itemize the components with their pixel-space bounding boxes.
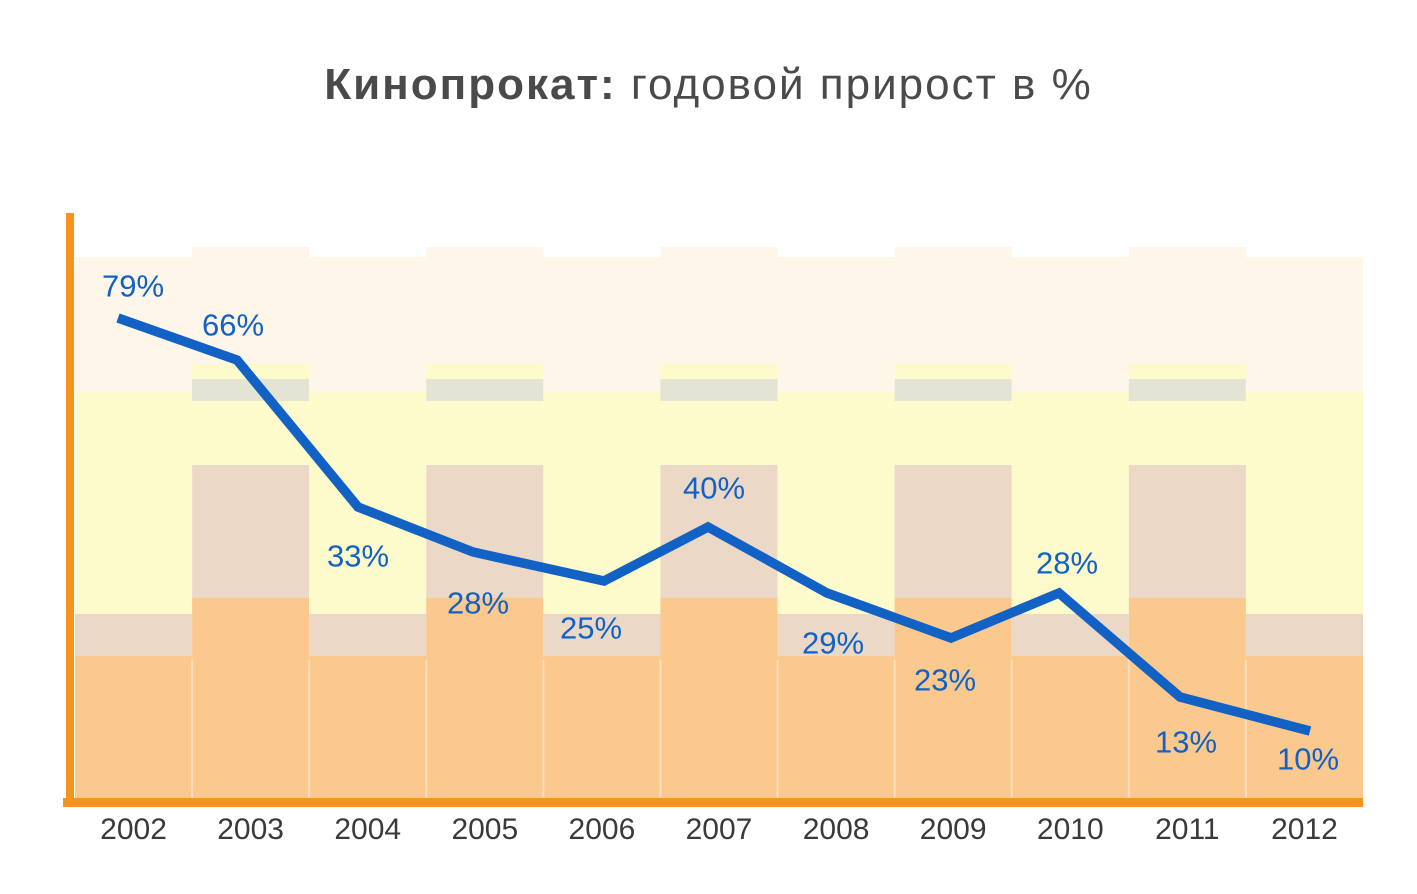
value-label-2007: 40%	[683, 471, 745, 506]
background-band-2009	[894, 364, 1012, 379]
background-band-2002	[75, 614, 193, 656]
background-band-2003	[192, 598, 310, 798]
background-band-2007	[660, 379, 778, 401]
background-band-2009	[894, 598, 1012, 798]
background-band-2006	[543, 257, 661, 392]
x-tick-label-2011: 2011	[1155, 813, 1220, 846]
column-separator	[308, 660, 311, 798]
background-band-2005	[426, 364, 544, 379]
background-band-2002	[75, 392, 193, 614]
column-separator	[425, 660, 428, 798]
background-band-2007	[660, 598, 778, 798]
x-tick-label-2006: 2006	[569, 813, 636, 846]
x-axis-line	[63, 798, 1363, 807]
background-band-2012	[1245, 614, 1363, 656]
background-band-2003	[192, 247, 310, 364]
chart-title-rest: годовой прирост в %	[616, 60, 1093, 109]
background-band-2008	[777, 614, 895, 656]
value-label-2004: 33%	[327, 539, 389, 574]
chart-title: Кинопрокат: годовой прирост в %	[0, 60, 1417, 110]
background-band-2006	[543, 656, 661, 798]
value-label-2003: 66%	[202, 308, 264, 343]
background-band-2003	[192, 465, 310, 598]
value-label-2002: 79%	[102, 269, 164, 304]
background-band-2010	[1011, 257, 1129, 392]
background-band-2009	[894, 379, 1012, 401]
background-band-2010	[1011, 392, 1129, 614]
value-label-2011: 13%	[1155, 725, 1217, 760]
background-band-2002	[75, 656, 193, 798]
value-label-2012: 10%	[1277, 742, 1339, 777]
x-tick-label-2004: 2004	[334, 813, 401, 846]
background-band-2006	[543, 614, 661, 656]
value-label-2006: 25%	[560, 611, 622, 646]
column-separator	[776, 660, 779, 798]
background-band-2011	[1128, 401, 1246, 465]
value-label-2009: 23%	[914, 663, 976, 698]
column-separator	[659, 660, 662, 798]
x-tick-label-2008: 2008	[803, 813, 870, 846]
background-band-2012	[1245, 257, 1363, 392]
background-band-2011	[1128, 379, 1246, 401]
background-band-2010	[1011, 656, 1129, 798]
background-band-2009	[894, 401, 1012, 465]
y-axis-line	[66, 213, 74, 807]
series-line	[116, 313, 1312, 736]
background-band-2004	[309, 614, 427, 656]
background-band-2012	[1245, 392, 1363, 614]
background-band-2003	[192, 401, 310, 465]
background-band-2004	[309, 392, 427, 614]
x-tick-label-2009: 2009	[920, 813, 987, 846]
background-band-2007	[660, 364, 778, 379]
background-band-2008	[777, 257, 895, 392]
x-tick-label-2002: 2002	[100, 813, 167, 846]
background-band-2005	[426, 379, 544, 401]
column-separator	[191, 660, 194, 798]
chart-title-bold: Кинопрокат:	[324, 60, 617, 109]
value-label-2005: 28%	[447, 586, 509, 621]
background-band-2005	[426, 247, 544, 364]
x-tick-label-2007: 2007	[686, 813, 753, 846]
background-band-2008	[777, 656, 895, 798]
background-band-2011	[1128, 364, 1246, 379]
background-band-2005	[426, 401, 544, 465]
background-band-2011	[1128, 465, 1246, 598]
column-separator	[893, 660, 896, 798]
x-tick-label-2010: 2010	[1037, 813, 1104, 846]
background-band-2004	[309, 656, 427, 798]
background-band-2009	[894, 247, 1012, 364]
background-band-2004	[309, 257, 427, 392]
background-band-2009	[894, 465, 1012, 598]
column-separator	[542, 660, 545, 798]
column-separator	[1127, 660, 1130, 798]
column-separator	[1244, 660, 1247, 798]
background-band-2005	[426, 465, 544, 598]
x-tick-label-2003: 2003	[217, 813, 284, 846]
background-band-2007	[660, 247, 778, 364]
background-band-2003	[192, 379, 310, 401]
background-band-2007	[660, 401, 778, 465]
column-separator	[1010, 660, 1013, 798]
x-tick-label-2005: 2005	[451, 813, 518, 846]
background-band-2011	[1128, 247, 1246, 364]
background-band-2005	[426, 598, 544, 798]
x-tick-label-2012: 2012	[1271, 813, 1338, 846]
value-label-2010: 28%	[1036, 546, 1098, 581]
value-label-2008: 29%	[802, 626, 864, 661]
